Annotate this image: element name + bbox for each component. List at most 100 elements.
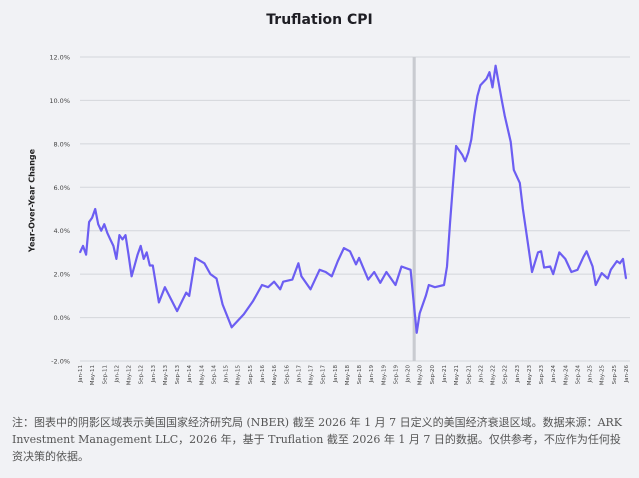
data-point xyxy=(79,251,81,254)
x-tick-label: May-17 xyxy=(309,365,315,386)
x-tick-label: Jan-23 xyxy=(515,365,521,384)
data-point xyxy=(127,253,130,256)
data-point xyxy=(558,251,561,254)
x-tick-label: Jan-16 xyxy=(260,365,266,384)
data-point xyxy=(85,253,87,256)
data-point xyxy=(428,284,430,286)
data-point xyxy=(355,263,357,266)
data-point xyxy=(582,255,585,258)
data-point xyxy=(185,291,187,294)
data-point xyxy=(88,221,90,223)
data-point xyxy=(103,223,106,225)
data-point xyxy=(124,234,127,236)
data-point xyxy=(619,262,621,265)
data-point xyxy=(594,284,597,286)
data-point xyxy=(273,280,275,283)
data-point xyxy=(543,266,545,269)
x-tick-label: Jan-24 xyxy=(551,365,557,384)
x-tick-label: May-21 xyxy=(454,365,460,385)
data-point xyxy=(94,208,96,210)
data-point xyxy=(625,277,627,280)
data-point xyxy=(309,288,312,291)
x-tick-label: Sep-11 xyxy=(102,365,108,384)
x-tick-label: Jan-12 xyxy=(114,365,120,383)
data-point xyxy=(425,295,427,297)
data-point xyxy=(485,77,488,80)
data-point xyxy=(252,300,254,303)
data-point xyxy=(522,208,524,210)
x-tick-label: May-25 xyxy=(600,365,606,386)
x-tick-label: Sep-17 xyxy=(321,365,327,385)
data-point xyxy=(97,223,99,225)
x-tick-label: May-23 xyxy=(527,365,533,386)
x-tick-label: Sep-18 xyxy=(357,365,363,385)
data-point xyxy=(500,98,503,101)
data-point xyxy=(461,153,464,156)
data-point xyxy=(109,238,112,241)
data-point xyxy=(415,331,418,334)
x-tick-label: Jan-22 xyxy=(478,365,484,383)
data-point xyxy=(576,269,579,271)
data-point xyxy=(142,258,145,260)
data-point xyxy=(100,229,103,232)
data-point xyxy=(243,313,245,316)
data-point xyxy=(434,286,436,288)
x-tick-label: Jan-17 xyxy=(296,365,302,384)
y-tick-label: 6.0% xyxy=(53,184,70,192)
data-point xyxy=(549,265,551,268)
x-tick-label: May-19 xyxy=(381,365,387,386)
data-point xyxy=(455,145,457,147)
data-point xyxy=(282,280,285,283)
x-tick-label: Sep-16 xyxy=(284,365,290,385)
x-tick-label: Jan-11 xyxy=(78,365,84,383)
data-point xyxy=(409,269,412,271)
data-point xyxy=(552,273,554,275)
x-tick-label: May-15 xyxy=(236,365,242,386)
data-point xyxy=(491,86,494,89)
data-point xyxy=(600,272,603,274)
x-tick-label: Sep-24 xyxy=(575,365,581,385)
data-point xyxy=(367,278,369,281)
y-tick-label: 8.0% xyxy=(53,140,70,148)
recession-shading xyxy=(412,57,416,361)
data-point xyxy=(215,277,218,280)
x-tick-label: Sep-12 xyxy=(139,365,145,384)
x-tick-label: Sep-13 xyxy=(175,365,181,385)
x-tick-label: Sep-22 xyxy=(503,365,509,384)
x-tick-label: Jan-14 xyxy=(187,365,193,384)
data-point xyxy=(503,114,506,117)
data-point xyxy=(291,278,294,281)
data-point xyxy=(148,264,151,267)
data-point xyxy=(622,258,624,260)
x-tick-label: Sep-21 xyxy=(466,365,472,384)
x-tick-label: Sep-14 xyxy=(211,365,217,385)
data-point xyxy=(349,250,351,253)
data-point xyxy=(358,257,360,259)
data-point xyxy=(112,245,115,247)
x-tick-label: Jan-21 xyxy=(442,365,448,383)
data-point xyxy=(464,160,467,163)
data-point xyxy=(537,251,539,254)
x-tick-label: May-14 xyxy=(199,365,205,386)
x-tick-label: May-11 xyxy=(90,365,96,385)
data-point xyxy=(512,169,515,171)
y-tick-label: 0.0% xyxy=(53,314,70,322)
x-tick-label: May-16 xyxy=(272,365,278,386)
data-point xyxy=(164,286,166,288)
data-point xyxy=(591,265,594,268)
data-point xyxy=(519,182,521,184)
data-point xyxy=(418,312,421,315)
data-point xyxy=(394,284,397,286)
x-tick-label: Sep-15 xyxy=(248,365,254,385)
y-tick-label: 4.0% xyxy=(53,227,70,235)
data-point xyxy=(203,262,206,265)
x-tick-label: Sep-20 xyxy=(430,365,436,385)
data-point xyxy=(446,265,448,268)
footnote: 注：图表中的阴影区域表示美国国家经济研究局 (NBER) 截至 2026 年 1… xyxy=(12,416,623,463)
data-point xyxy=(467,151,470,154)
x-tick-label: Jan-20 xyxy=(406,365,412,384)
data-point xyxy=(158,301,160,304)
x-tick-label: May-24 xyxy=(563,365,569,386)
data-point xyxy=(385,271,388,273)
data-point xyxy=(470,138,473,141)
